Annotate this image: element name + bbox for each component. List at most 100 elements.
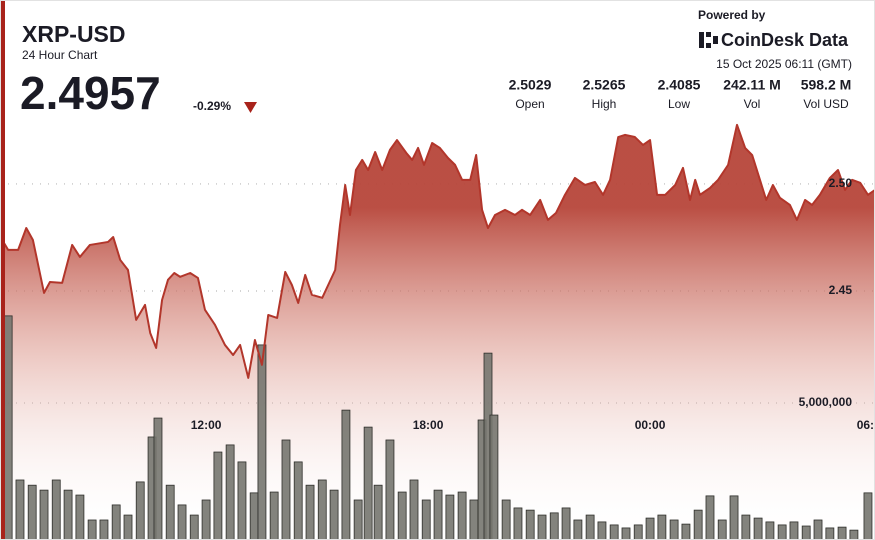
price: 2.4957 xyxy=(20,67,161,119)
stats: 2.5029 Open 2.5265 High 2.4085 Low 242.11 M Vol… xyxy=(509,77,852,111)
volume-bar xyxy=(765,521,775,540)
volume-bar xyxy=(597,521,607,540)
volume-bar xyxy=(753,517,763,540)
volume-bar xyxy=(353,499,363,540)
volume-bar xyxy=(293,461,303,540)
volume-bar xyxy=(123,514,133,540)
volume-bar xyxy=(317,479,327,540)
volume-bar xyxy=(39,489,49,540)
brand: CoinDesk Data xyxy=(721,30,849,50)
stat-value: 242.11 M xyxy=(723,77,781,93)
volume-bar xyxy=(825,527,835,540)
volume-bar xyxy=(363,426,373,540)
area-layer xyxy=(2,124,875,540)
volume-bar xyxy=(849,529,859,540)
volume-bar xyxy=(837,526,847,540)
volume-bar xyxy=(669,519,679,540)
volume-bar xyxy=(609,524,619,540)
volume-bar xyxy=(177,504,187,540)
y-tick-label: 2.45 xyxy=(829,283,853,297)
volume-bar xyxy=(469,499,479,540)
volume-bar xyxy=(537,514,547,540)
volume-bar xyxy=(63,489,73,540)
volume-bar xyxy=(87,519,97,540)
volume-bar xyxy=(489,414,499,540)
title: XRP-USD xyxy=(22,21,126,47)
timestamp: 15 Oct 2025 06:11 (GMT) xyxy=(716,57,852,71)
stat-label: High xyxy=(592,97,617,111)
volume-bar xyxy=(3,315,13,540)
bar-layer xyxy=(3,315,873,540)
plot: 2.45 2.50 5,000,000 12:00 18:00 00:00 06:00 xyxy=(0,123,875,540)
volume-bar xyxy=(525,509,535,540)
volume-bar xyxy=(153,417,163,540)
volume-bar xyxy=(573,519,583,540)
volume-bar xyxy=(741,514,751,540)
volume-bar xyxy=(549,512,559,540)
volume-bar xyxy=(501,499,511,540)
volume-bar xyxy=(213,451,223,540)
volume-bar xyxy=(621,527,631,540)
volume-bar xyxy=(99,519,109,540)
volume-bar xyxy=(693,509,703,540)
volume-bar xyxy=(27,484,37,540)
volume-bar xyxy=(305,484,315,540)
volume-bar xyxy=(135,481,145,540)
volume-bar xyxy=(445,494,455,540)
volume-bar xyxy=(421,499,431,540)
stat-value: 2.5029 xyxy=(509,77,552,93)
volume-bar xyxy=(585,514,595,540)
volume-bar xyxy=(201,499,211,540)
volume-bar xyxy=(813,519,823,540)
powered-by: Powered by xyxy=(698,8,766,22)
x-tick-label: 18:00 xyxy=(413,418,444,432)
volume-bar xyxy=(717,519,727,540)
volume-bar xyxy=(189,514,199,540)
volume-bar xyxy=(801,525,811,540)
down-arrow xyxy=(244,102,257,113)
change: -0.29% xyxy=(193,99,231,113)
volume-bar xyxy=(225,444,235,540)
volume-bar xyxy=(633,524,643,540)
volume-bar xyxy=(165,484,175,540)
volume-bar xyxy=(409,479,419,540)
volume-bar xyxy=(15,479,25,540)
x-tick-label: 12:00 xyxy=(191,418,222,432)
volume-bar xyxy=(385,439,395,540)
volume-bar xyxy=(681,523,691,540)
stat-value: 2.4085 xyxy=(658,77,701,93)
price-area xyxy=(2,124,875,540)
volume-bar xyxy=(561,507,571,540)
label-layer: 2.45 2.50 5,000,000 12:00 18:00 00:00 06:00 xyxy=(191,176,875,432)
volume-bar xyxy=(257,344,267,540)
y2-tick-label: 5,000,000 xyxy=(799,395,853,409)
stat-label: Low xyxy=(668,97,690,111)
volume-bar xyxy=(281,439,291,540)
volume-bar xyxy=(111,504,121,540)
volume-bar xyxy=(705,495,715,540)
volume-bar xyxy=(433,489,443,540)
volume-bar xyxy=(75,494,85,540)
volume-bar xyxy=(329,489,339,540)
volume-bar xyxy=(397,491,407,540)
volume-bar xyxy=(645,517,655,540)
stat-value: 598.2 M xyxy=(801,77,852,93)
volume-bar xyxy=(789,521,799,540)
stat-label: Open xyxy=(515,97,544,111)
volume-bar xyxy=(729,495,739,540)
volume-bar xyxy=(513,507,523,540)
volume-bar xyxy=(269,491,279,540)
stat-value: 2.5265 xyxy=(583,77,626,93)
subtitle: 24 Hour Chart xyxy=(22,48,98,62)
x-tick-label: 00:00 xyxy=(635,418,666,432)
brand-logo xyxy=(699,32,718,48)
volume-bar xyxy=(373,484,383,540)
x-tick-label: 06:00 xyxy=(857,418,875,432)
left-accent xyxy=(0,0,5,540)
line-layer xyxy=(1,123,875,379)
volume-bar xyxy=(657,514,667,540)
price-line xyxy=(1,123,875,379)
volume-bar xyxy=(237,461,247,540)
